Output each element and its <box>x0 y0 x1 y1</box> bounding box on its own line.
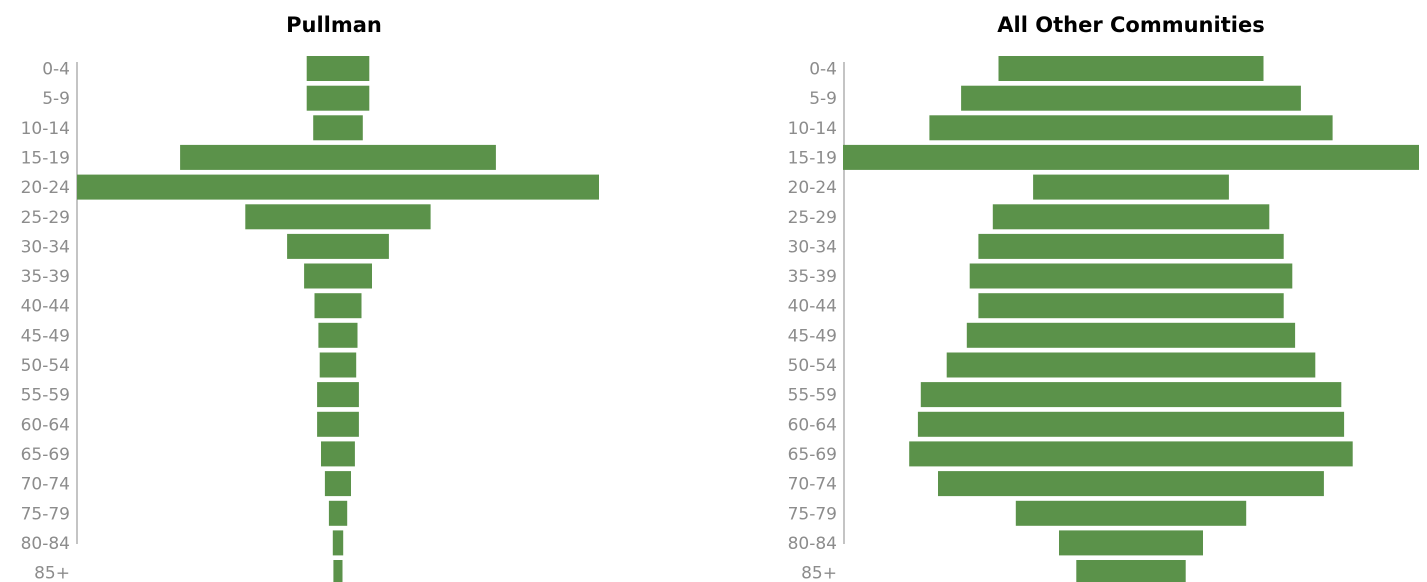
tick-label: 50-54 <box>788 356 837 376</box>
tick-label: 0-4 <box>809 60 837 80</box>
tick-label: 80-84 <box>21 534 70 554</box>
chart-pullman: Pullman 0-4 5-9 10-14 15-19 20-24 25-29 30-34 35… <box>21 13 599 582</box>
bar-5-9 <box>961 85 1301 111</box>
bar-15-19 <box>180 144 496 170</box>
bar-50-54 <box>946 352 1316 378</box>
bar-0-4 <box>998 56 1264 81</box>
bar-80-84 <box>332 530 344 556</box>
bar-25-29 <box>992 204 1270 230</box>
tick-label: 5-9 <box>42 89 70 109</box>
tick-label: 85+ <box>801 564 837 582</box>
bar-70-74 <box>324 471 351 497</box>
tick-label: 55-59 <box>788 386 837 406</box>
tick-label: 65-69 <box>788 445 837 465</box>
tick-label: 60-64 <box>788 415 837 435</box>
tick-label: 20-24 <box>21 178 70 198</box>
bar-25-29 <box>245 204 431 230</box>
bar-30-34 <box>287 233 389 259</box>
bar-30-34 <box>978 233 1284 259</box>
tick-label: 85+ <box>34 564 70 582</box>
tick-label: 45-49 <box>21 326 70 346</box>
bar-5-9 <box>306 85 370 111</box>
tick-label: 5-9 <box>809 89 837 109</box>
tick-label: 40-44 <box>21 297 70 317</box>
tick-label: 50-54 <box>21 356 70 376</box>
tick-label: 65-69 <box>21 445 70 465</box>
bar-55-59 <box>317 382 359 408</box>
tick-label: 25-29 <box>21 208 70 228</box>
tick-label: 60-64 <box>21 415 70 435</box>
bar-60-64 <box>917 411 1345 437</box>
bar-40-44 <box>314 293 362 319</box>
tick-label: 35-39 <box>788 267 837 287</box>
bar-20-24 <box>1033 174 1229 200</box>
bar-85+ <box>333 560 343 582</box>
tick-label: 10-14 <box>788 119 837 139</box>
tick-label: 10-14 <box>21 119 70 139</box>
bar-40-44 <box>978 293 1284 319</box>
tick-label: 30-34 <box>21 237 70 257</box>
tick-label: 0-4 <box>42 60 70 80</box>
tick-label: 75-79 <box>788 504 837 524</box>
tick-label: 35-39 <box>21 267 70 287</box>
tick-label: 40-44 <box>788 297 837 317</box>
bar-85+ <box>1076 560 1186 582</box>
tick-label: 70-74 <box>21 475 70 495</box>
tick-label: 15-19 <box>21 148 70 168</box>
chart-title: All Other Communities <box>997 13 1264 37</box>
bar-50-54 <box>319 352 357 378</box>
bar-70-74 <box>938 471 1324 497</box>
bar-45-49 <box>966 322 1296 348</box>
bar-0-4 <box>306 56 370 81</box>
tick-label: 20-24 <box>788 178 837 198</box>
tick-label: 55-59 <box>21 386 70 406</box>
tick-label: 30-34 <box>788 237 837 257</box>
bar-20-24 <box>77 174 599 200</box>
bar-80-84 <box>1059 530 1203 556</box>
bar-15-19 <box>843 144 1419 170</box>
tick-label: 45-49 <box>788 326 837 346</box>
bar-35-39 <box>969 263 1293 289</box>
bar-75-79 <box>328 500 348 526</box>
bar-60-64 <box>317 411 359 437</box>
tick-label: 15-19 <box>788 148 837 168</box>
bar-35-39 <box>304 263 372 289</box>
chart-title: Pullman <box>286 13 382 37</box>
bar-45-49 <box>318 322 358 348</box>
tick-label: 25-29 <box>788 208 837 228</box>
tick-label: 80-84 <box>788 534 837 554</box>
tick-label: 70-74 <box>788 475 837 495</box>
bar-75-79 <box>1015 500 1247 526</box>
tick-label: 75-79 <box>21 504 70 524</box>
bar-65-69 <box>321 441 355 467</box>
bar-55-59 <box>920 382 1342 408</box>
bar-65-69 <box>909 441 1353 467</box>
bar-10-14 <box>313 115 363 141</box>
bar-10-14 <box>929 115 1333 141</box>
chart-all-other-communities: All Other Communities 0-4 5-9 10-14 15-19 20-… <box>788 13 1419 582</box>
